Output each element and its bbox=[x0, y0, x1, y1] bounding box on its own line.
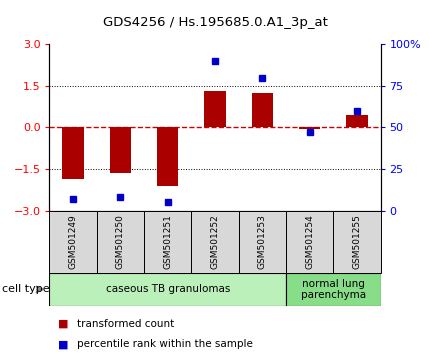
Bar bbox=[252, 93, 273, 127]
Text: ■: ■ bbox=[58, 319, 68, 329]
Text: ■: ■ bbox=[58, 339, 68, 349]
Bar bbox=[97, 211, 144, 273]
Bar bbox=[110, 127, 131, 173]
Text: cell type: cell type bbox=[2, 284, 50, 295]
Bar bbox=[346, 115, 368, 127]
Text: GSM501250: GSM501250 bbox=[116, 214, 125, 269]
Text: GSM501249: GSM501249 bbox=[69, 214, 77, 269]
Text: GSM501254: GSM501254 bbox=[305, 214, 314, 269]
Bar bbox=[191, 211, 239, 273]
Text: normal lung
parenchyma: normal lung parenchyma bbox=[301, 279, 366, 300]
Bar bbox=[286, 211, 333, 273]
Text: GSM501251: GSM501251 bbox=[163, 214, 172, 269]
Bar bbox=[239, 211, 286, 273]
Bar bbox=[204, 91, 226, 127]
Text: caseous TB granulomas: caseous TB granulomas bbox=[105, 284, 230, 295]
Text: GSM501252: GSM501252 bbox=[211, 214, 219, 269]
Text: percentile rank within the sample: percentile rank within the sample bbox=[77, 339, 253, 349]
Bar bbox=[49, 211, 97, 273]
Text: GSM501255: GSM501255 bbox=[353, 214, 361, 269]
Bar bbox=[144, 211, 191, 273]
Bar bbox=[49, 273, 286, 306]
Text: GDS4256 / Hs.195685.0.A1_3p_at: GDS4256 / Hs.195685.0.A1_3p_at bbox=[103, 16, 327, 29]
Bar bbox=[62, 127, 84, 179]
Bar bbox=[157, 127, 178, 185]
Bar bbox=[299, 127, 320, 129]
Text: transformed count: transformed count bbox=[77, 319, 175, 329]
Text: GSM501253: GSM501253 bbox=[258, 214, 267, 269]
Bar bbox=[286, 273, 381, 306]
Bar bbox=[333, 211, 381, 273]
